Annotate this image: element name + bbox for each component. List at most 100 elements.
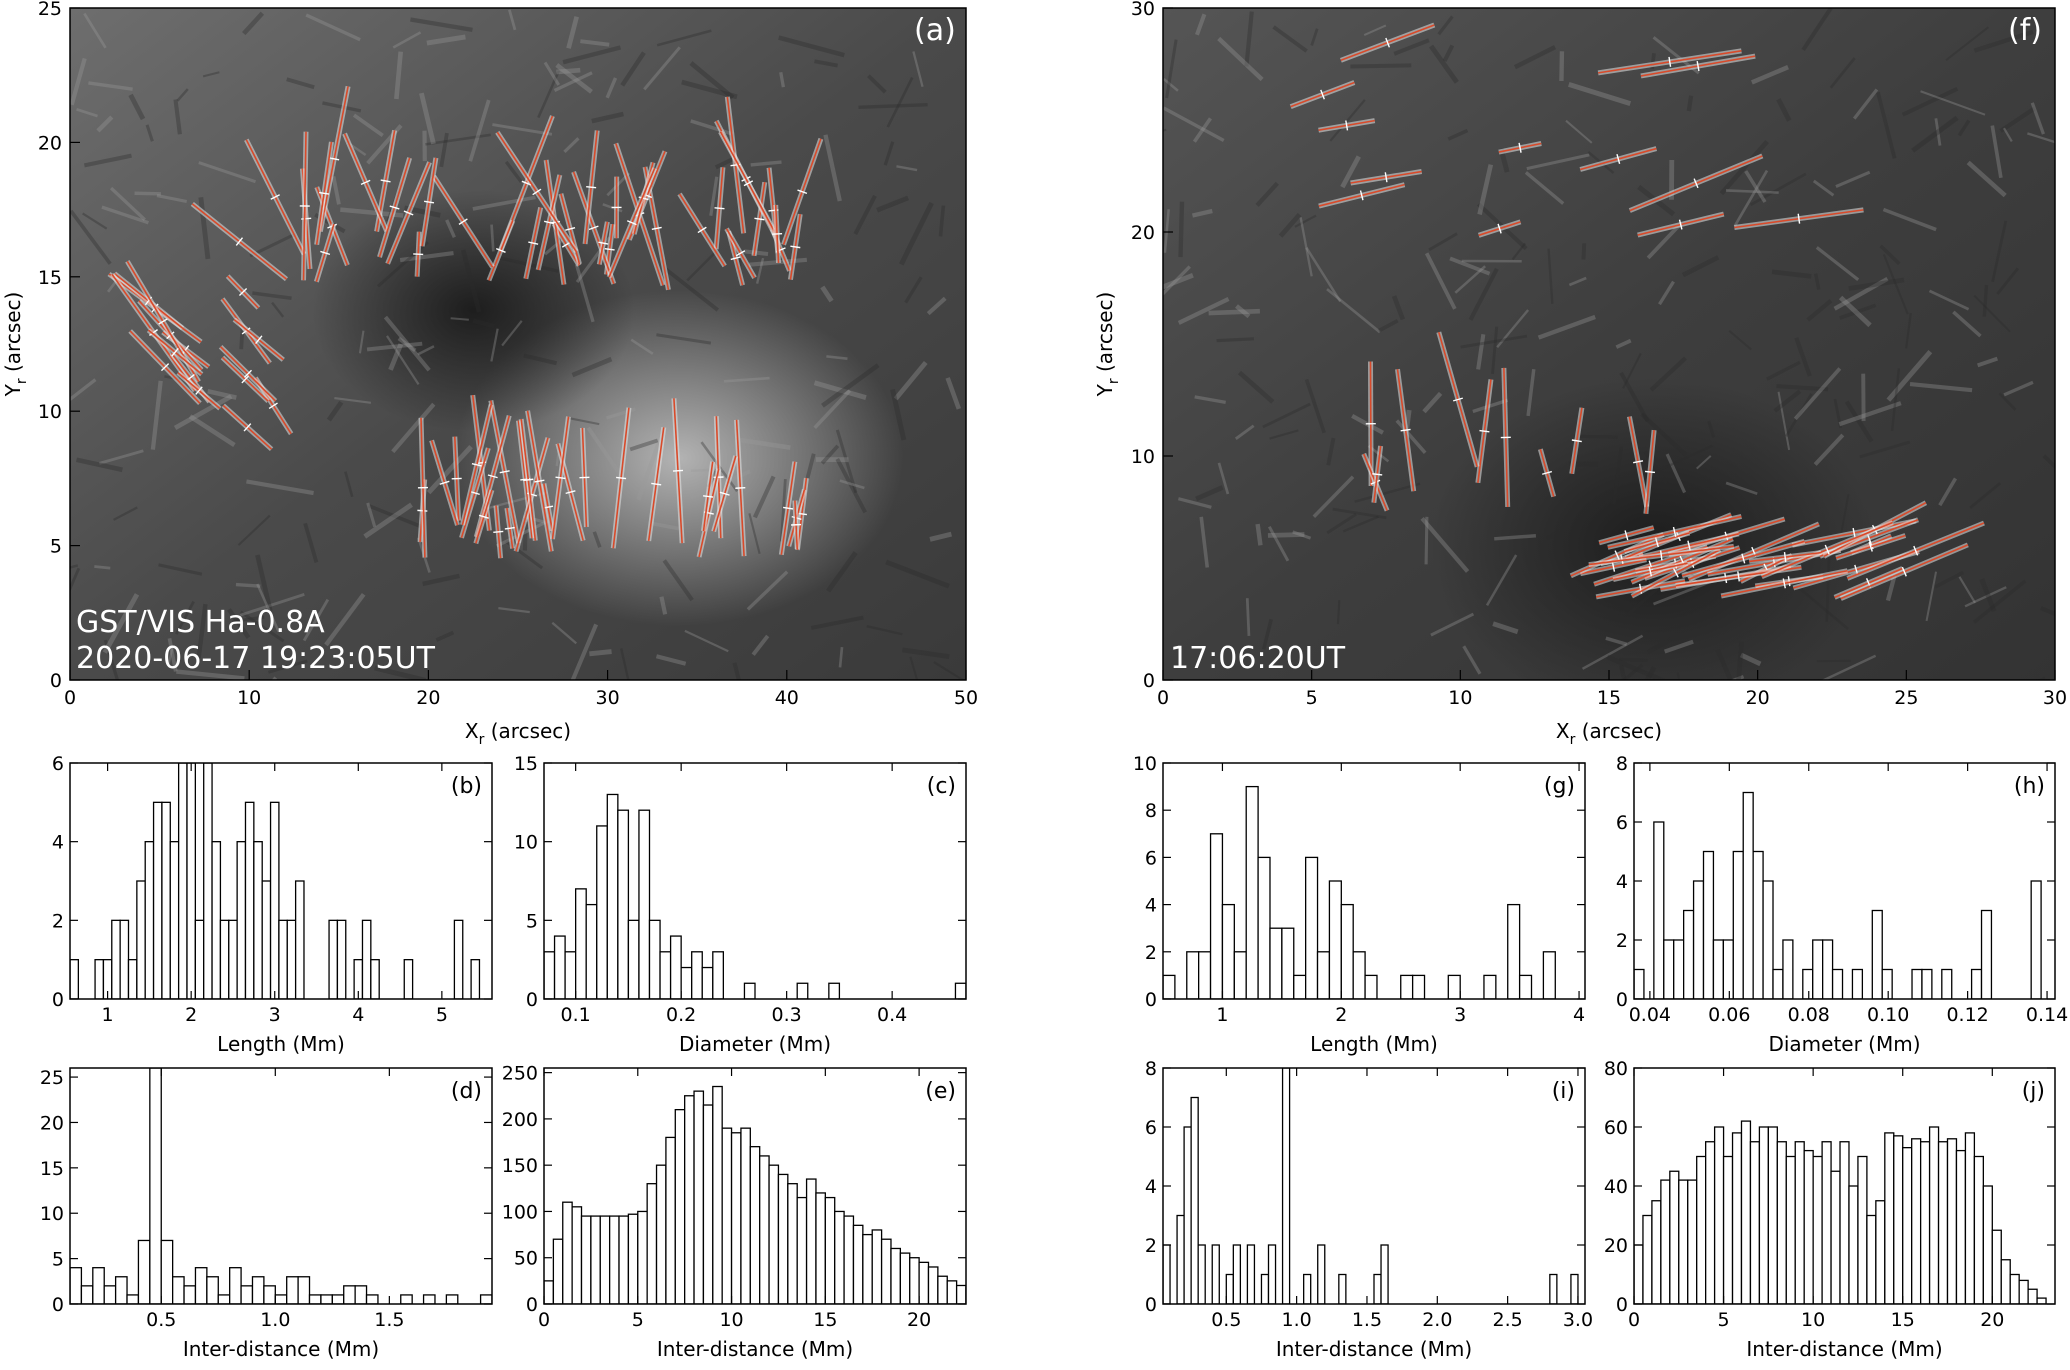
texture-streak xyxy=(1882,253,1909,315)
texture-streak xyxy=(1163,272,1194,290)
width-marker xyxy=(1385,37,1391,48)
texture-streak xyxy=(1976,356,1999,368)
histogram-bar xyxy=(553,935,566,999)
texture-streak xyxy=(814,59,838,68)
texture-streak xyxy=(620,51,646,87)
texture-streak xyxy=(904,276,923,304)
histogram-bar xyxy=(2018,1279,2029,1304)
texture-streak xyxy=(738,437,791,450)
texture-streak xyxy=(1766,360,1801,381)
texture-streak xyxy=(246,479,314,496)
texture-streak xyxy=(580,39,610,47)
x-tick-label: 1.5 xyxy=(1352,1309,1382,1331)
histogram-bar xyxy=(1881,968,1893,999)
histogram-bar xyxy=(1267,1244,1277,1304)
panel-letter-i: (i) xyxy=(1552,1079,1575,1104)
texture-streak xyxy=(235,582,261,588)
histogram-bar xyxy=(899,1252,911,1304)
histogram-bar xyxy=(194,919,205,999)
width-marker xyxy=(1741,553,1746,564)
y-tick-label: 4 xyxy=(1145,1176,1157,1198)
histogram-bar xyxy=(1980,909,1993,999)
texture-streak xyxy=(1299,217,1313,277)
histogram-bar xyxy=(759,1155,770,1304)
texture-streak xyxy=(334,397,372,404)
panel-letter-d: (d) xyxy=(451,1079,482,1104)
texture-streak xyxy=(1991,220,2008,283)
texture-streak xyxy=(813,380,867,401)
texture-streak xyxy=(1329,99,1366,142)
width-marker xyxy=(626,220,637,226)
histogram-bar xyxy=(1821,1141,1832,1304)
texture-streak xyxy=(643,46,681,91)
texture-streak xyxy=(1477,164,1494,215)
width-marker xyxy=(1913,545,1919,556)
width-marker xyxy=(719,491,730,496)
width-marker xyxy=(783,506,794,510)
histogram-c: 0.1 0.2 0.3 0.4 0 5 10 15 Diameter (Mm) (c) xyxy=(514,753,967,1056)
texture-streak xyxy=(1736,641,1744,680)
x-tick-label: 30 xyxy=(2043,687,2067,709)
width-marker xyxy=(616,476,627,480)
dark-sunspot-region-a xyxy=(70,8,966,680)
histogram-bar xyxy=(228,919,238,999)
histogram-bar xyxy=(92,1267,105,1304)
width-marker xyxy=(360,179,371,185)
texture-streak xyxy=(70,567,81,593)
histogram-bar xyxy=(1352,951,1366,999)
width-marker xyxy=(714,207,725,210)
texture-streak xyxy=(198,197,211,260)
width-marker xyxy=(1797,213,1801,224)
bars-c xyxy=(544,793,966,999)
texture-streak xyxy=(1646,637,1672,655)
histogram-bar xyxy=(1190,1096,1199,1304)
texture-streak xyxy=(504,160,523,183)
texture-streak xyxy=(450,317,469,321)
x-axis-title-a: Xr (arcsec) xyxy=(465,719,571,748)
texture-streak xyxy=(1909,381,1973,393)
histogram-bar xyxy=(152,801,163,999)
histogram-bar xyxy=(1373,1273,1382,1304)
x-tick-label: 0.5 xyxy=(146,1309,176,1331)
texture-streak xyxy=(1255,181,1279,207)
histogram-bar xyxy=(144,841,155,999)
y-tick-label: 250 xyxy=(502,1063,538,1085)
texture-streak xyxy=(1437,15,1454,36)
histogram-bar xyxy=(294,880,305,999)
histogram-bar xyxy=(1893,1135,1904,1304)
texture-streak xyxy=(76,457,123,473)
histogram-bar xyxy=(1731,1132,1743,1304)
texture-streak xyxy=(1424,252,1457,310)
texture-streak xyxy=(1485,554,1518,607)
texture-streak xyxy=(1813,433,1845,466)
texture-streak xyxy=(1776,98,1792,122)
y-tick-label: 8 xyxy=(1616,753,1628,775)
texture-streak xyxy=(1192,117,1212,143)
texture-streak xyxy=(751,634,770,656)
texture-streak xyxy=(1901,86,1959,117)
histogram-bar xyxy=(1884,1132,1895,1304)
texture-streak xyxy=(574,263,595,323)
texture-streak xyxy=(1882,207,1937,232)
histogram-bar xyxy=(1186,951,1200,999)
texture-streak xyxy=(650,521,680,531)
histogram-bar xyxy=(1803,1149,1814,1304)
width-marker xyxy=(471,462,482,467)
histogram-bar xyxy=(749,1146,761,1304)
histogram-bar xyxy=(403,959,414,999)
histogram-bar xyxy=(1211,1244,1220,1304)
histogram-g: 1 2 3 4 0 2 4 6 8 10 Length (Mm) (g) xyxy=(1133,753,1586,1056)
histogram-bar xyxy=(1338,1273,1347,1304)
histogram-bar xyxy=(94,959,105,999)
histogram-bar xyxy=(1380,1244,1389,1304)
texture-streak xyxy=(659,596,668,615)
texture-streak xyxy=(501,320,523,347)
texture-streak xyxy=(929,531,952,542)
texture-streak xyxy=(1876,91,1897,159)
texture-streak xyxy=(1559,51,1565,82)
histogram-bar xyxy=(1758,1126,1770,1304)
y-tick-label: 200 xyxy=(502,1109,538,1131)
texture-streak xyxy=(1420,516,1470,573)
x-tick-label: 15 xyxy=(1597,687,1621,709)
histogram-bar xyxy=(251,1276,265,1304)
